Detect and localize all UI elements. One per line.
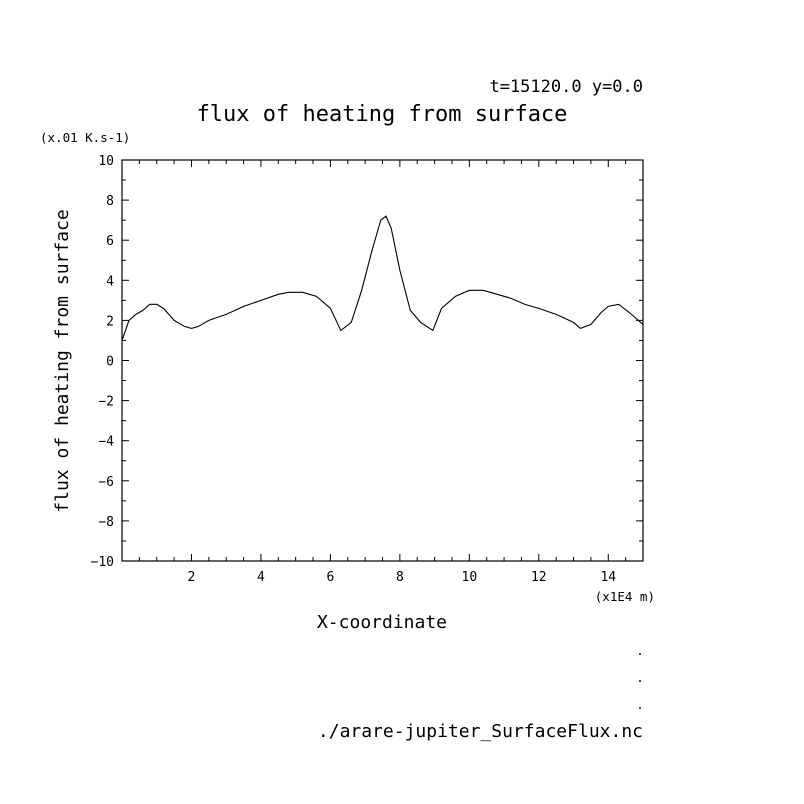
- y-tick-label: 6: [106, 234, 114, 249]
- x-tick-label: 4: [257, 570, 265, 585]
- series-line-surface-flux: [121, 215, 644, 341]
- plot-frame: [121, 159, 644, 562]
- y-tick-label: −6: [98, 475, 114, 490]
- y-tick-label: −4: [98, 435, 114, 450]
- y-tick-label: 10: [98, 154, 114, 169]
- y-tick-label: 8: [106, 194, 114, 209]
- y-tick-marks: [122, 159, 643, 562]
- y-tick-label: 4: [106, 274, 114, 289]
- chart-subtitle: t=15120.0 y=0.0: [489, 77, 643, 97]
- x-tick-label: 8: [396, 570, 404, 585]
- y-tick-label: −8: [98, 515, 114, 530]
- y-tick-label: 0: [106, 355, 114, 370]
- y-unit-label: (x.01 K.s-1): [40, 130, 130, 145]
- y-axis-label: flux of heating from surface: [52, 209, 73, 512]
- x-tick-label: 10: [462, 570, 478, 585]
- x-axis-label: X-coordinate: [317, 612, 447, 633]
- y-tick-label: −2: [98, 395, 114, 410]
- y-tick-label: −10: [91, 555, 114, 570]
- y-tick-label: 2: [106, 314, 114, 329]
- source-file-label: ./arare-jupiter_SurfaceFlux.nc: [318, 721, 643, 742]
- footer-dot-2: .: [636, 670, 644, 685]
- x-tick-label: 12: [531, 570, 547, 585]
- x-tick-label: 14: [600, 570, 616, 585]
- y-tick-labels: −10 −8 −6 −4 −2 0 2 4 6 8 10: [91, 154, 115, 570]
- x-tick-marks: [121, 160, 644, 561]
- x-tick-labels: 2 4 6 8 10 12 14: [188, 570, 617, 585]
- x-tick-label: 6: [326, 570, 334, 585]
- x-unit-label: (x1E4 m): [595, 589, 655, 604]
- footer-dot-3: .: [636, 697, 644, 712]
- footer-dot-1: .: [636, 643, 644, 658]
- x-tick-label: 2: [188, 570, 196, 585]
- chart-title: flux of heating from surface: [197, 102, 568, 127]
